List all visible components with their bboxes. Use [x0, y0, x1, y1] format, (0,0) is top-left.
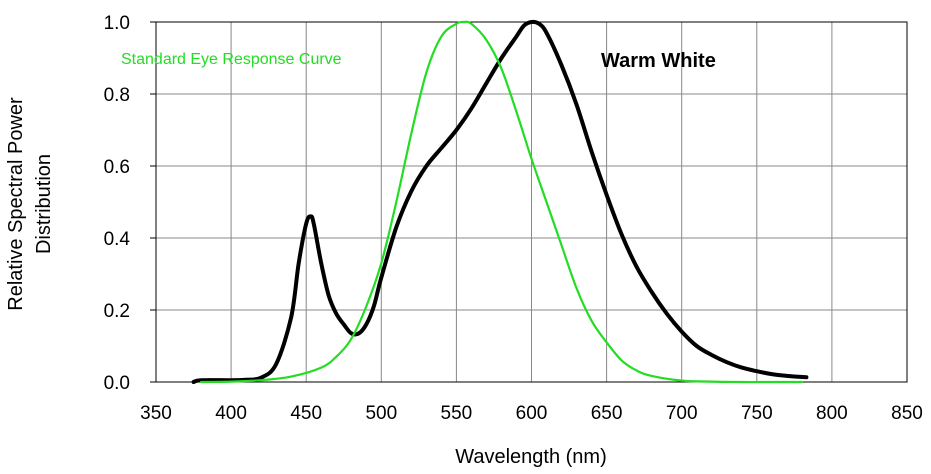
- y-tick-label: 0.4: [104, 229, 131, 250]
- x-tick-label: 650: [591, 403, 623, 424]
- annotation-eye-response: Standard Eye Response Curve: [121, 51, 342, 68]
- x-axis-title: Wavelength (nm): [455, 446, 607, 468]
- series-layer: [191, 19, 809, 384]
- x-tick-label: 750: [741, 403, 773, 424]
- x-tick-label: 400: [215, 403, 247, 424]
- y-tick-label: 1.0: [104, 13, 130, 34]
- y-tick-label: 0.2: [104, 301, 130, 322]
- y-axis-title-line1: Relative Spectral Power: [5, 97, 27, 311]
- annotation-warm-white: Warm White: [601, 50, 716, 72]
- grid: [150, 21, 908, 383]
- y-tick-label: 0.6: [104, 157, 130, 178]
- y-tick-labels: 0.0 0.2 0.4 0.6 0.8 1.0: [104, 13, 131, 394]
- eye-response-curve: [200, 20, 803, 384]
- y-tick-label: 0.0: [104, 373, 130, 394]
- x-tick-label: 350: [140, 403, 172, 424]
- y-axis-title-line2: Distribution: [33, 154, 55, 254]
- x-tick-label: 450: [290, 403, 322, 424]
- x-tick-label: 550: [441, 403, 473, 424]
- y-tick-label: 0.8: [104, 85, 130, 106]
- warm-white-curve: [191, 19, 809, 384]
- x-tick-labels: 350 400 450 500 550 600 650 700 750 800 850: [140, 403, 923, 424]
- x-tick-label: 850: [891, 403, 923, 424]
- x-tick-label: 700: [666, 403, 698, 424]
- x-tick-label: 600: [516, 403, 548, 424]
- x-tick-label: 500: [365, 403, 397, 424]
- x-tick-label: 800: [816, 403, 848, 424]
